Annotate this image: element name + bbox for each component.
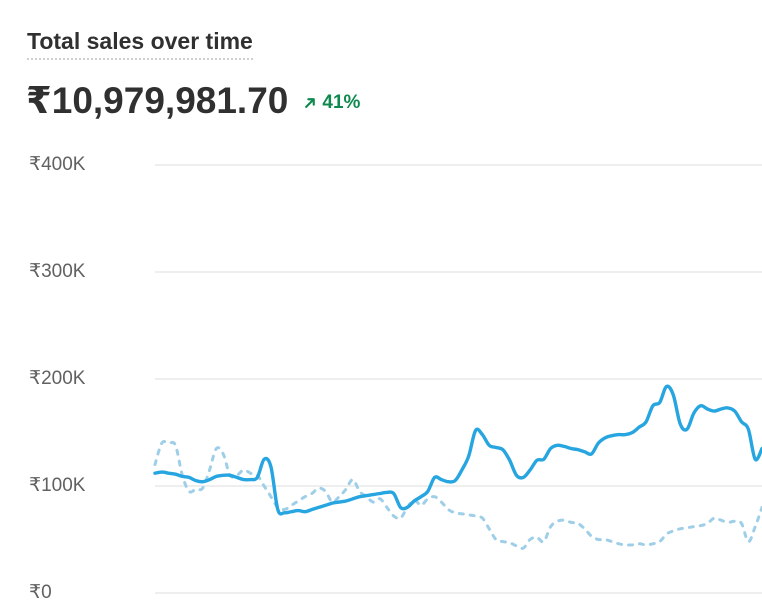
change-indicator: 41%: [304, 92, 360, 114]
chart-series: [153, 384, 762, 550]
y-tick-label: ₹100K: [29, 475, 86, 496]
y-tick-label: ₹200K: [29, 368, 86, 389]
y-tick-label: ₹400K: [29, 154, 86, 175]
current-period-line: [153, 384, 762, 516]
sales-line-chart: ₹0 ₹100K ₹200K ₹300K ₹400K: [29, 154, 762, 603]
arrow-up-right-icon: [305, 98, 316, 108]
summary-row: ₹10,979,981.70 41%: [26, 78, 360, 124]
chart-title[interactable]: Total sales over time: [27, 27, 253, 60]
y-tick-label: ₹300K: [29, 261, 86, 282]
chart-grid: [155, 164, 762, 594]
y-axis-tick-labels: ₹0 ₹100K ₹200K ₹300K ₹400K: [29, 154, 86, 603]
y-tick-label: ₹0: [29, 582, 52, 603]
change-percent: 41%: [322, 91, 361, 113]
total-sales-value: ₹10,979,981.70: [26, 80, 289, 121]
comparison-period-line: [153, 440, 762, 550]
